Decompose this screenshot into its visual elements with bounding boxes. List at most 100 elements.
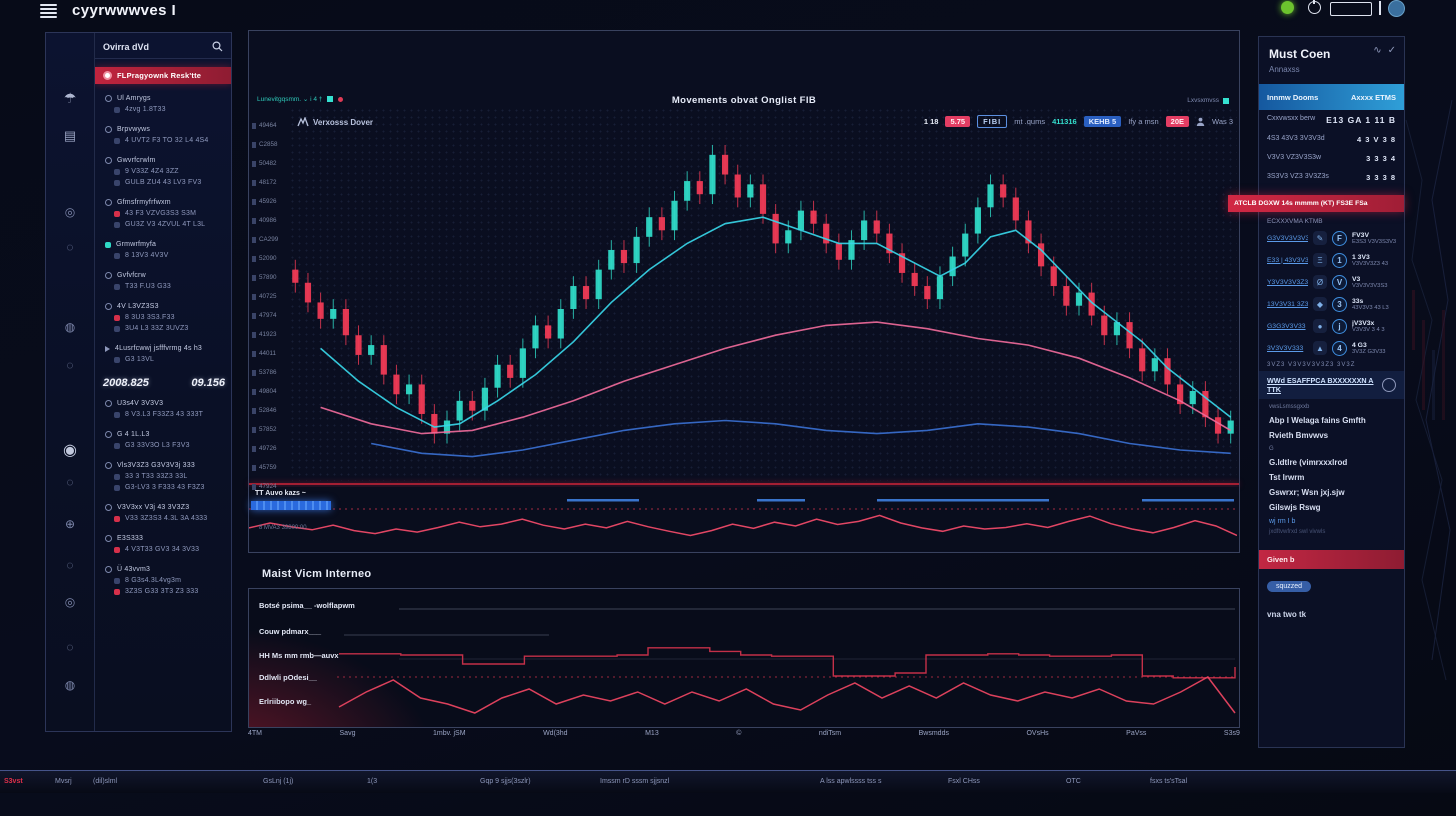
alert-banner-2[interactable]: Given b xyxy=(1259,550,1404,569)
umbrella-icon[interactable]: ☂ xyxy=(63,90,77,106)
circle-icon[interactable]: ◌ xyxy=(66,475,74,489)
sidebar-header[interactable]: Ovirra dVd xyxy=(95,33,231,59)
menu-icon[interactable] xyxy=(40,4,57,20)
coin-row[interactable]: 3V3V3V333 ▲ 4 4 G3 3V3Z G3V33 xyxy=(1259,337,1404,359)
sidebar-item[interactable]: 3Z3S G33 3T3 Z3 333 xyxy=(95,586,231,597)
sidebar-item[interactable]: 8 G3s4.3L4vg3m xyxy=(95,575,231,586)
coin-link[interactable]: E33 | 43V3V3S3 xyxy=(1267,256,1308,264)
market-table-header[interactable]: Innmw Dooms Axxxx ETMS xyxy=(1259,84,1404,110)
coin-action-icon[interactable]: Ξ xyxy=(1313,253,1327,267)
sidebar-item[interactable]: T33 F.U3 G33 xyxy=(95,281,231,292)
coin-action-icon[interactable]: ◆ xyxy=(1313,297,1327,311)
coin-action-icon[interactable]: ● xyxy=(1313,319,1327,333)
flow-panel[interactable]: Botsé psima__ -wolflapwm Couw pdmarx___ … xyxy=(248,588,1240,728)
sidebar-item[interactable]: Grmwrfmyfa xyxy=(95,239,231,250)
time-tick: OVsHs xyxy=(1026,730,1049,737)
gauge-icon[interactable]: ◍ xyxy=(64,678,76,692)
sidebar-item[interactable]: Ü 43vvm3 xyxy=(95,564,231,575)
sidebar-item[interactable]: 8 13V3 4V3V xyxy=(95,250,231,261)
price-tick: 47924 xyxy=(252,483,288,490)
sidebar-item[interactable]: Brpvwyws xyxy=(95,124,231,135)
alert-banner[interactable]: ATCLB DGXW 14s mmmm (KT) FS3E FSa xyxy=(1228,195,1404,212)
badge-20e[interactable]: 20E xyxy=(1165,116,1190,127)
oscillator-panel[interactable]: TT Auvo kazs ~ 8 MVA3 39800:00 xyxy=(249,487,1239,551)
search-icon[interactable] xyxy=(212,41,223,52)
highlight-link[interactable]: WWd ESAFFPCA BXXXXXXN A TTK xyxy=(1259,371,1404,399)
sidebar-item[interactable]: GU3Z V3 4ZVUL 4T L3L xyxy=(95,219,231,230)
sidebar-item[interactable]: G 4 1L.L3 xyxy=(95,429,231,440)
price-row[interactable]: 2008.825 09.156 xyxy=(103,377,225,389)
status-green-dot[interactable] xyxy=(1281,1,1294,14)
sidebar-item[interactable]: 43 F3 VZVG3S3 S3M xyxy=(95,208,231,219)
sidebar-item[interactable]: 33 3 T33 33Z3 33L xyxy=(95,471,231,482)
symbol-label[interactable]: Verxosss Dover xyxy=(297,117,373,127)
sidebar-item[interactable]: GULB ZU4 43 LV3 FV3 xyxy=(95,177,231,188)
coin-link[interactable]: G3G3V3V33 xyxy=(1267,322,1306,330)
gauge-icon[interactable]: ◍ xyxy=(64,320,76,334)
sidebar-item[interactable]: Gvfvfcrw xyxy=(95,270,231,281)
dial-icon[interactable]: ◎ xyxy=(64,595,76,609)
market-stat-row[interactable]: Cxxvwsxx berw E13 GA 1 11 B xyxy=(1259,110,1404,130)
circle-icon[interactable]: ◌ xyxy=(66,240,74,254)
progress-bar[interactable] xyxy=(251,501,331,510)
sidebar-item[interactable]: 4Lusrfcwwj jsfffvrmg 4s h3 xyxy=(95,343,231,354)
sidebar-item-label: Ü 43vvm3 xyxy=(117,566,151,573)
coin-row[interactable]: Y3V3V3V3Z33 Ø V V3 V3V3V3V3S3 xyxy=(1259,271,1404,293)
sidebar-item[interactable]: 4zvg 1.8T33 xyxy=(95,104,231,115)
plus-icon[interactable]: ⊕ xyxy=(64,517,76,531)
coin-action-icon[interactable]: Ø xyxy=(1313,275,1327,289)
change-badge[interactable]: 5.75 xyxy=(945,116,971,127)
market-stat-row[interactable]: V3V3 VZ3V3S3w 3 3 3 4 xyxy=(1259,149,1404,168)
sidebar-item[interactable]: Gfmsfrmyfrfwxm xyxy=(95,197,231,208)
coin-link[interactable]: G3V3V3V3V3—4 xyxy=(1267,234,1308,242)
sidebar-item[interactable]: 4 UVT2 F3 TO 32 L4 4S4 xyxy=(95,135,231,146)
coin-link[interactable]: 3V3V3V333 xyxy=(1267,344,1304,352)
coin-link[interactable]: 13V3V31 3Z3 xyxy=(1267,300,1308,308)
signature-icon[interactable]: ∿ xyxy=(1373,45,1382,56)
sidebar-item[interactable]: 8 V3.L3 F33Z3 43 333T xyxy=(95,409,231,420)
power-icon[interactable] xyxy=(1308,0,1321,14)
market-stat-row[interactable]: 4S3 43V3 3V3V3d 4 3 V 3 8 xyxy=(1259,130,1404,149)
market-stat-row[interactable]: 3S3V3 VZ3 3V3Z3s 3 3 3 8 xyxy=(1259,168,1404,187)
chat-icon[interactable]: ◉ xyxy=(63,442,77,459)
sidebar-item[interactable]: Gwvrfcrwlm xyxy=(95,155,231,166)
statusbar-item: S3vst xyxy=(4,778,23,785)
sidebar-item[interactable]: 3U4 L3 33Z 3UVZ3 xyxy=(95,323,231,334)
sidebar-item[interactable]: 4V L3VZ3S3 xyxy=(95,301,231,312)
fib-button[interactable]: FIBI xyxy=(977,115,1008,128)
candlestick-chart[interactable] xyxy=(289,107,1237,481)
sidebar-item[interactable]: G3 13VL xyxy=(95,354,231,365)
circle-icon[interactable]: ◌ xyxy=(66,558,74,572)
tag-pill[interactable]: squzzed xyxy=(1267,581,1312,592)
kehb-button[interactable]: KEHB 5 xyxy=(1083,116,1122,127)
circle-icon[interactable]: ◌ xyxy=(66,358,74,372)
coin-action-icon[interactable]: ✎ xyxy=(1313,231,1327,245)
coin-link[interactable]: Y3V3V3V3Z33 xyxy=(1267,278,1308,286)
sidebar-item[interactable]: Ul Amrygs xyxy=(95,93,231,104)
circle-icon[interactable]: ◌ xyxy=(66,640,74,654)
sidebar-item[interactable]: 4 V3T33 GV3 34 3V33 xyxy=(95,544,231,555)
sidebar-item[interactable]: G3 33V3O L3 F3V3 xyxy=(95,440,231,451)
sidebar-item[interactable]: E3S333 xyxy=(95,533,231,544)
sidebar-item[interactable]: Vls3V3Z3 G3V3V3j 333 xyxy=(95,460,231,471)
dot-icon xyxy=(114,168,120,175)
sidebar-item[interactable]: V3V3xx V3j 43 3V3Z3 xyxy=(95,502,231,513)
sidebar-item[interactable]: 9 V33Z 4Z4 3ZZ xyxy=(95,166,231,177)
account-dot[interactable] xyxy=(1388,0,1405,17)
ring-icon xyxy=(105,157,112,164)
sidebar-item-active[interactable]: FLPragyownk Resk'tte xyxy=(95,67,231,84)
info-line: G.ldtlre (vimrxxxlrod xyxy=(1269,458,1348,467)
coin-row[interactable]: 13V3V31 3Z3 ◆ 3 33s 43V3V3 43 L3 xyxy=(1259,293,1404,315)
sidebar-item[interactable]: U3s4V 3V3V3 xyxy=(95,398,231,409)
check-icon[interactable]: ✓ xyxy=(1387,45,1396,56)
sidebar-item[interactable]: G3-LV3 3 F333 43 F3Z3 xyxy=(95,482,231,493)
sidebar-item[interactable]: V33 3Z3S3 4.3L 3A 4333 xyxy=(95,513,231,524)
ledger-icon[interactable]: ▤ xyxy=(63,128,77,143)
window-icon[interactable] xyxy=(1330,2,1372,16)
dial-icon[interactable]: ◎ xyxy=(64,205,76,219)
sidebar-item[interactable]: 8 3U3 3S3.F33 xyxy=(95,312,231,323)
coin-action-icon[interactable]: ▲ xyxy=(1313,341,1327,355)
coin-row[interactable]: G3G3V3V33 ● j jV3V3x V3V3V 3 4 3 xyxy=(1259,315,1404,337)
